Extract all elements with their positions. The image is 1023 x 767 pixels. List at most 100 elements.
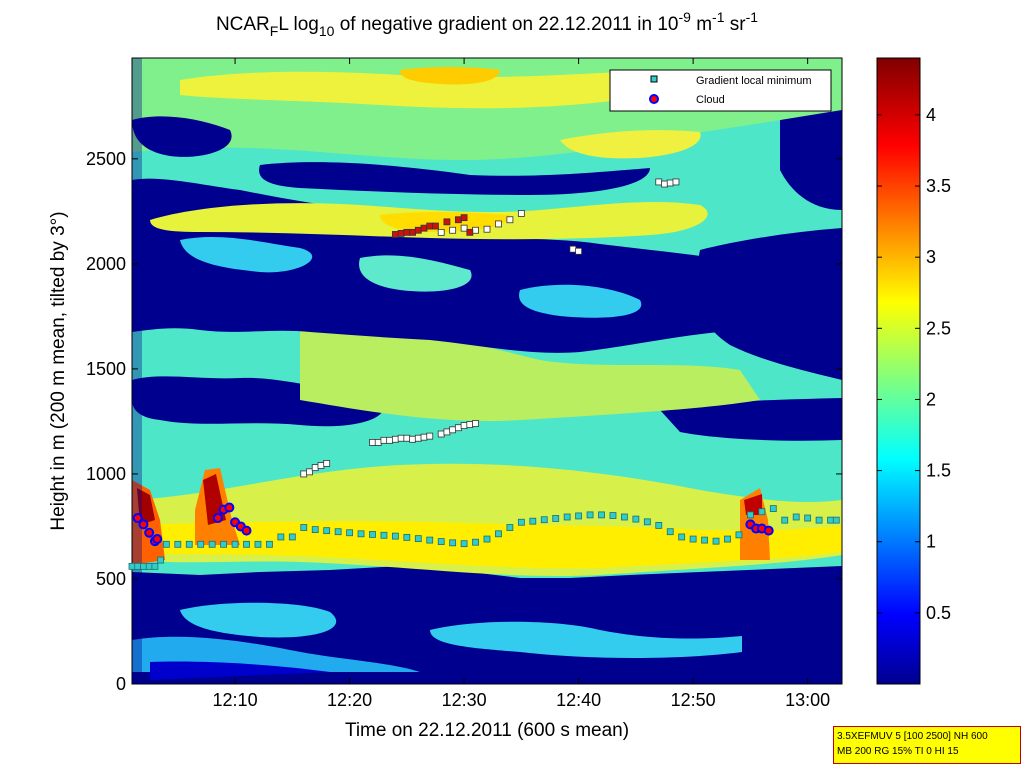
legend-marker-minimum <box>650 75 658 83</box>
marker-square <box>454 216 462 224</box>
gradient-minimum-point <box>140 562 147 570</box>
marker-square <box>300 470 308 478</box>
gradient-minimum-point <box>495 530 502 538</box>
marker-square <box>414 226 422 234</box>
marker-square <box>426 432 434 440</box>
gradient-minimum-point <box>735 531 743 539</box>
x-tick-label: 12:20 <box>327 690 372 710</box>
colorbar-tick-label: 1 <box>926 532 936 552</box>
gradient-minimum-point <box>655 521 663 529</box>
gradient-minimum-point <box>220 540 228 548</box>
legend-label-minimum: Gradient local minimum <box>696 75 812 87</box>
y-tick-label: 2000 <box>86 254 126 274</box>
info-line-1: 3.5XEFMUV 5 [100 2500] NH 600 <box>837 731 988 742</box>
marker-square <box>317 462 325 469</box>
marker-square <box>391 435 399 443</box>
gradient-minimum-point <box>288 533 296 541</box>
gradient-minimum-point <box>666 528 674 536</box>
marker-square <box>449 226 457 234</box>
colorbar-ticks: 0.5 1 1.5 2 2.5 3 3.5 4 <box>877 105 951 623</box>
data-marks <box>128 178 840 570</box>
plot-area <box>131 57 843 685</box>
marker-square <box>483 225 491 233</box>
marker-square <box>655 178 663 186</box>
info-line-2: MB 200 RG 15% TI 0 HI 15 <box>837 746 959 757</box>
gradient-minimum-point <box>197 540 205 548</box>
y-tick-label: 0 <box>116 674 126 694</box>
marker-square <box>460 224 468 232</box>
marker-square <box>575 247 583 255</box>
marker-square <box>472 420 479 427</box>
marker-square <box>311 464 319 472</box>
cloud-point <box>241 525 252 536</box>
gradient-minimum-point <box>134 562 142 570</box>
gradient-minimum-point <box>231 540 239 548</box>
marker-square <box>432 222 439 230</box>
marker-square <box>449 426 457 434</box>
gradient-minimum-point <box>575 512 583 520</box>
marker-square <box>386 436 394 444</box>
heatmap <box>132 58 842 684</box>
gradient-minimum-point <box>346 529 353 537</box>
gradient-minimum-point <box>792 513 800 521</box>
x-tick-label: 12:40 <box>556 690 601 710</box>
gradient-minimum-point <box>712 537 720 545</box>
colorbar-tick-label: 3 <box>926 247 936 267</box>
marker-square <box>403 228 411 236</box>
gradient-minimum-point <box>254 540 262 548</box>
x-tick-label: 12:50 <box>671 690 716 710</box>
y-tick-label: 1000 <box>86 464 126 484</box>
gradient-minimum-point <box>391 532 399 540</box>
gradient-minimum-point <box>643 518 651 526</box>
axis-ticks: 12:10 12:20 12:30 12:40 12:50 13:00 0 500 1000 15… <box>86 58 842 710</box>
gradient-minimum-point <box>678 533 686 541</box>
marker-square <box>409 435 416 443</box>
gradient-minimum-point <box>357 530 365 538</box>
gradient-minimum-point <box>300 524 308 531</box>
x-tick-label: 12:10 <box>213 690 258 710</box>
gradient-minimum-point <box>334 528 342 536</box>
gradient-minimum-point <box>517 518 525 526</box>
x-tick-label: 13:00 <box>785 690 830 710</box>
marker-square <box>517 210 525 217</box>
colorbar-tick-label: 1.5 <box>926 461 951 481</box>
gradient-minimum-point <box>529 517 537 525</box>
gradient-minimum-point <box>277 533 285 541</box>
gradient-minimum-point <box>208 540 216 548</box>
marker-square <box>437 228 445 236</box>
gradient-minimum-point <box>621 513 628 521</box>
marker-square <box>443 428 451 436</box>
marker-square <box>495 220 502 228</box>
gradient-minimum-point <box>586 511 594 519</box>
colorbar-tick-label: 3.5 <box>926 176 951 196</box>
gradient-minimum-point <box>151 562 159 570</box>
marker-square <box>426 222 434 230</box>
marker-square <box>391 231 399 238</box>
gradient-minimum-point <box>609 512 617 519</box>
marker-square <box>460 214 468 222</box>
y-tick-label: 2500 <box>86 149 126 169</box>
cloud-point <box>144 527 155 538</box>
gradient-minimum-point <box>769 505 777 512</box>
gradient-minimum-point <box>380 531 388 539</box>
gradient-minimum-point <box>174 540 182 548</box>
colorbar-tick-label: 2 <box>926 389 936 409</box>
cloud-point <box>212 513 223 524</box>
cloud-point <box>152 534 163 545</box>
marker-square <box>409 228 416 236</box>
chart-title: NCARFL log10 of negative gradient on 22.… <box>216 9 758 39</box>
gradient-minimum-point <box>266 540 273 548</box>
cloud-point <box>763 525 774 536</box>
gradient-minimum-point <box>437 538 445 545</box>
marker-square <box>403 434 411 442</box>
gradient-minimum-point <box>701 536 708 544</box>
marker-square <box>666 179 674 187</box>
cloud-point <box>138 519 149 530</box>
marker-square <box>420 224 428 232</box>
gradient-minimum-point <box>426 536 434 544</box>
gradient-minimum-point <box>157 556 165 564</box>
marker-square <box>380 436 388 444</box>
gradient-minimum-point <box>563 513 571 521</box>
gradient-minimum-point <box>832 516 840 524</box>
